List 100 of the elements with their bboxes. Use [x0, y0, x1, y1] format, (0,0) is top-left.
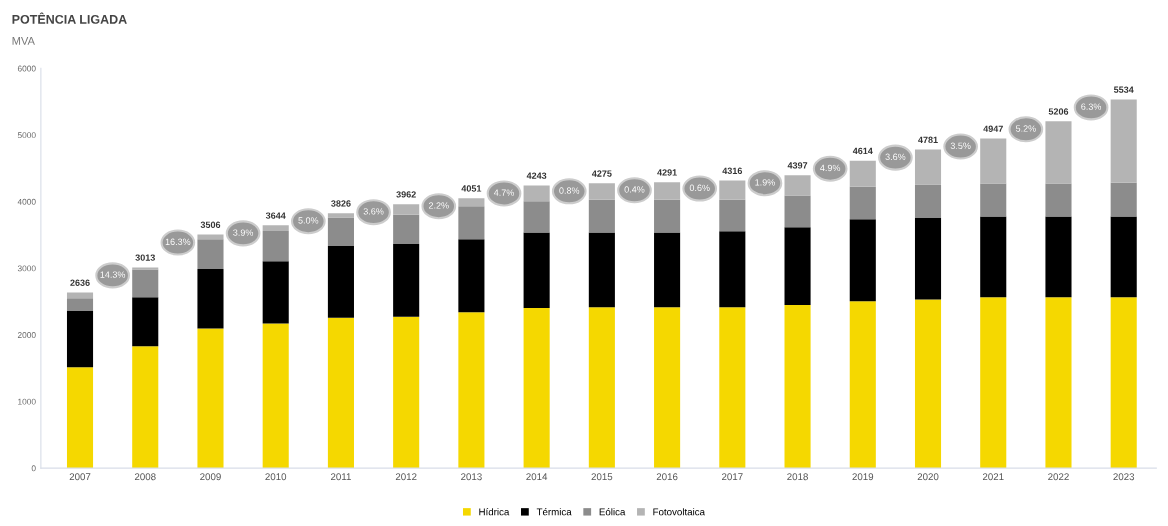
bar: [523, 201, 550, 233]
legend-label: Fotovoltaica: [653, 508, 706, 516]
legend-label: Térmica: [536, 508, 572, 516]
chart-subtitle: MVA: [12, 37, 35, 45]
bar: [914, 184, 942, 219]
bar: [327, 246, 354, 318]
bar: [1110, 297, 1137, 469]
bar: [1045, 216, 1072, 298]
bar: [784, 195, 811, 228]
x-tick-label: 2020: [917, 473, 939, 481]
annotation: 3.5%: [950, 142, 971, 149]
x-tick-label: 2013: [461, 473, 482, 481]
bar: [1045, 183, 1072, 217]
total-label: 3644: [265, 212, 286, 219]
y-tick-label: 0: [31, 465, 36, 472]
y-tick-label: 2000: [17, 332, 36, 338]
bar: [66, 311, 94, 368]
total-label: 2636: [70, 279, 90, 286]
total-label: 3826: [331, 200, 351, 207]
bar: [197, 328, 224, 469]
bar: [980, 297, 1007, 469]
legend-label: Eólica: [599, 508, 626, 516]
bar: [1110, 182, 1137, 217]
bar: [980, 138, 1007, 184]
annotation: 3.6%: [885, 153, 906, 161]
bar: [1045, 121, 1072, 184]
total-label: 4947: [983, 125, 1003, 132]
bar: [1110, 99, 1137, 183]
bar: [197, 268, 224, 329]
total-label: 3506: [200, 221, 221, 228]
x-tick-label: 2009: [200, 473, 221, 481]
bar: [588, 232, 615, 308]
x-tick-label: 2018: [787, 473, 808, 481]
x-tick-label: 2008: [134, 473, 156, 481]
annotation: 4.7%: [493, 189, 514, 196]
total-label: 3962: [396, 191, 416, 198]
y-tick-label: 4000: [17, 198, 36, 205]
x-tick-label: 2015: [591, 473, 613, 481]
total-label: 4614: [852, 147, 873, 155]
bar: [132, 346, 159, 469]
bar: [262, 225, 289, 231]
bar: [262, 323, 289, 469]
total-label: 5534: [1113, 86, 1134, 93]
bar: [1110, 216, 1137, 298]
x-tick-label: 2007: [69, 473, 91, 481]
bar: [719, 199, 746, 232]
x-tick-label: 2010: [265, 473, 287, 481]
bar: [66, 298, 94, 312]
annotation: 1.9%: [755, 179, 775, 186]
bar: [719, 231, 746, 308]
bar: [914, 218, 942, 300]
x-tick-label: 2014: [526, 473, 548, 481]
annotation: 0.6%: [689, 184, 710, 191]
chart-title: POTÊNCIA LIGADA: [12, 12, 127, 24]
annotation: 3.9%: [233, 229, 254, 236]
bar: [523, 307, 550, 469]
bar: [719, 307, 746, 469]
total-label: 4781: [918, 136, 938, 144]
bar: [458, 312, 485, 469]
bar: [458, 239, 485, 313]
x-tick-label: 2011: [330, 473, 351, 481]
total-label: 3013: [135, 254, 155, 261]
bar: [980, 216, 1007, 298]
x-tick-label: 2012: [395, 473, 417, 481]
total-label: 4275: [591, 170, 612, 177]
bar: [654, 307, 681, 469]
bar: [458, 206, 485, 240]
annotation: 16.3%: [165, 238, 191, 245]
x-tick-label: 2016: [656, 473, 678, 481]
bar: [327, 213, 354, 218]
total-label: 4316: [722, 167, 743, 175]
annotation: 4.9%: [820, 164, 841, 172]
y-tick-label: 5000: [17, 132, 36, 139]
x-tick-label: 2019: [852, 473, 874, 481]
annotation: 6.3%: [1081, 103, 1102, 110]
y-tick-label: 3000: [17, 265, 36, 272]
bar: [262, 261, 289, 324]
x-tick-label: 2023: [1113, 473, 1135, 481]
y-tick-label: 6000: [17, 65, 36, 72]
annotation: 2.2%: [428, 202, 449, 209]
bar: [1045, 297, 1072, 469]
bar: [849, 301, 876, 469]
bar: [784, 227, 811, 305]
bar: [66, 367, 94, 469]
bar: [588, 307, 615, 469]
bar: [849, 219, 876, 302]
bar: [980, 183, 1007, 217]
bar: [393, 244, 420, 317]
total-label: 4051: [461, 185, 482, 192]
annotation: 0.4%: [624, 186, 645, 193]
total-label: 5206: [1048, 108, 1069, 115]
bar: [654, 199, 681, 233]
annotation: 14.3%: [100, 271, 126, 278]
total-label: 4397: [787, 162, 808, 169]
bar: [849, 186, 876, 220]
annotation: 3.6%: [363, 208, 384, 215]
x-tick-label: 2021: [982, 473, 1004, 481]
bar: [523, 232, 550, 308]
bar: [132, 297, 159, 347]
total-label: 4291: [657, 169, 677, 176]
